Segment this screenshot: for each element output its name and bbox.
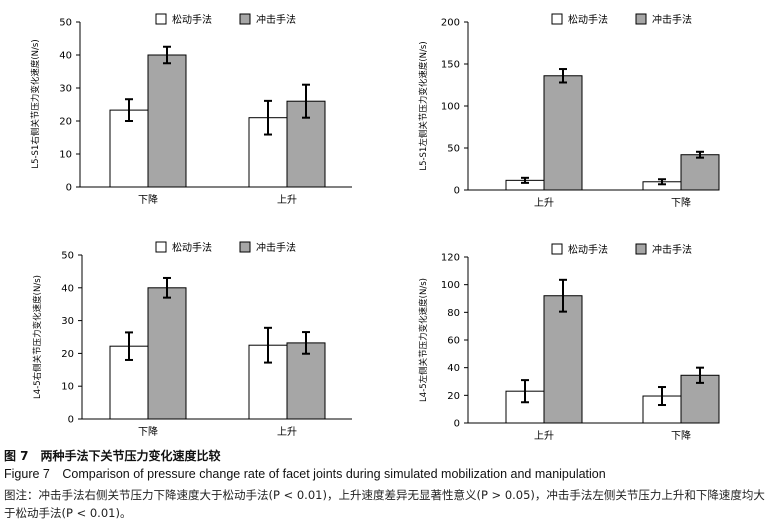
- y-tick-label-2: 40: [447, 363, 460, 374]
- legend-swatch-mobilization: [551, 243, 563, 255]
- y-tick-label-0: 0: [68, 415, 74, 426]
- legend-swatch-mobilization: [155, 241, 167, 253]
- y-axis-label: L4-5左侧关节压力变化速度(N/s): [418, 278, 429, 402]
- legend-label-mobilization: 松动手法: [172, 13, 212, 26]
- chart-panel-1: 下降 上升 0 10 20 30 40 50 L5-S1右侧关节压力变化速度(N/s) 松动手法 冲…: [30, 13, 352, 206]
- legend-label-manipulation: 冲击手法: [652, 243, 692, 256]
- y-tick-label-3: 60: [447, 336, 460, 347]
- y-axis-label: L5-S1左侧关节压力变化速度(N/s): [418, 41, 429, 170]
- x-tick-label-1: 下降: [138, 425, 158, 438]
- legend-label-mobilization: 松动手法: [172, 241, 212, 254]
- x-tick-label-2: 上升: [277, 194, 297, 206]
- bar-manipulation-1: [543, 75, 583, 191]
- y-axis-label: L5-S1右侧关节压力变化速度(N/s): [30, 39, 41, 168]
- legend-swatch-manipulation: [239, 241, 251, 253]
- x-tick-label-2: 上升: [277, 426, 297, 438]
- legend-label-manipulation: 冲击手法: [256, 13, 296, 26]
- y-tick-label-5: 100: [441, 280, 460, 291]
- y-tick-label-5: 50: [59, 18, 72, 29]
- legend-label-mobilization: 松动手法: [568, 243, 608, 256]
- legend-swatch-mobilization: [551, 13, 563, 25]
- y-tick-label-1: 50: [447, 144, 460, 155]
- caption-chinese-title: 图 7 两种手法下关节压力变化速度比较: [4, 449, 221, 463]
- caption-english-title: Figure 7 Comparison of pressure change r…: [4, 467, 606, 481]
- y-tick-label-4: 200: [441, 18, 460, 29]
- y-tick-label-4: 40: [61, 283, 74, 294]
- legend-swatch-manipulation: [239, 13, 251, 25]
- legend: 松动手法 冲击手法: [551, 243, 692, 256]
- y-tick-label-1: 10: [61, 382, 74, 393]
- y-tick-label-1: 10: [59, 150, 72, 161]
- y-tick-label-3: 30: [59, 84, 72, 95]
- y-tick-label-2: 100: [441, 102, 460, 113]
- y-tick-label-5: 50: [61, 251, 74, 262]
- x-tick-label-2: 下降: [671, 196, 691, 209]
- caption-note: 图注：冲击手法右侧关节压力下降速度大于松动手法(P < 0.01)，上升速度差异…: [4, 488, 765, 520]
- y-tick-label-2: 20: [59, 117, 72, 128]
- y-tick-label-6: 120: [441, 253, 460, 264]
- bar-manipulation-2: [680, 154, 720, 191]
- x-tick-label-1: 上升: [534, 430, 554, 442]
- y-tick-label-3: 150: [441, 60, 460, 71]
- legend-label-manipulation: 冲击手法: [652, 13, 692, 26]
- x-tick-label-1: 下降: [138, 193, 158, 206]
- legend: 松动手法 冲击手法: [155, 241, 296, 254]
- x-tick-label-2: 下降: [671, 429, 691, 442]
- legend-label-mobilization: 松动手法: [568, 13, 608, 26]
- legend: 松动手法 冲击手法: [155, 13, 296, 26]
- bar-manipulation-1: [543, 295, 583, 424]
- legend-swatch-manipulation: [635, 13, 647, 25]
- y-tick-label-0: 0: [454, 419, 460, 430]
- y-tick-label-2: 20: [61, 349, 74, 360]
- y-tick-label-4: 80: [447, 308, 460, 319]
- legend: 松动手法 冲击手法: [551, 13, 692, 26]
- chart-panel-2: 上升 下降 0 50 100 150 200 L5-S1左侧关节压力变化速度(N/s) 松动手法…: [418, 13, 720, 209]
- chart-panel-4: 上升 下降 0 20 40 60 80 100 120 L4-5左侧关节压力变化速度(N/s) 松动…: [418, 243, 720, 442]
- bar-mobilization-1: [109, 109, 149, 188]
- y-tick-label-3: 30: [61, 316, 74, 327]
- chart-panel-3: 下降 上升 0 10 20 30 40 50 L4-5右侧关节压力变化速度(N/s) 松动手法 冲击…: [32, 241, 352, 438]
- legend-label-manipulation: 冲击手法: [256, 241, 296, 254]
- y-tick-label-0: 0: [454, 186, 460, 197]
- y-tick-label-1: 20: [447, 391, 460, 402]
- legend-swatch-mobilization: [155, 13, 167, 25]
- bar-manipulation-1: [147, 54, 187, 188]
- bar-manipulation-1: [147, 287, 187, 420]
- charts-figure: 下降 上升01020304050L5-S1右侧关节压力变化速度(N/s)松动手法冲…: [30, 13, 720, 442]
- y-tick-label-4: 40: [59, 51, 72, 62]
- y-tick-label-0: 0: [66, 183, 72, 194]
- y-axis-label: L4-5右侧关节压力变化速度(N/s): [32, 275, 43, 399]
- x-tick-label-1: 上升: [534, 197, 554, 209]
- legend-swatch-manipulation: [635, 243, 647, 255]
